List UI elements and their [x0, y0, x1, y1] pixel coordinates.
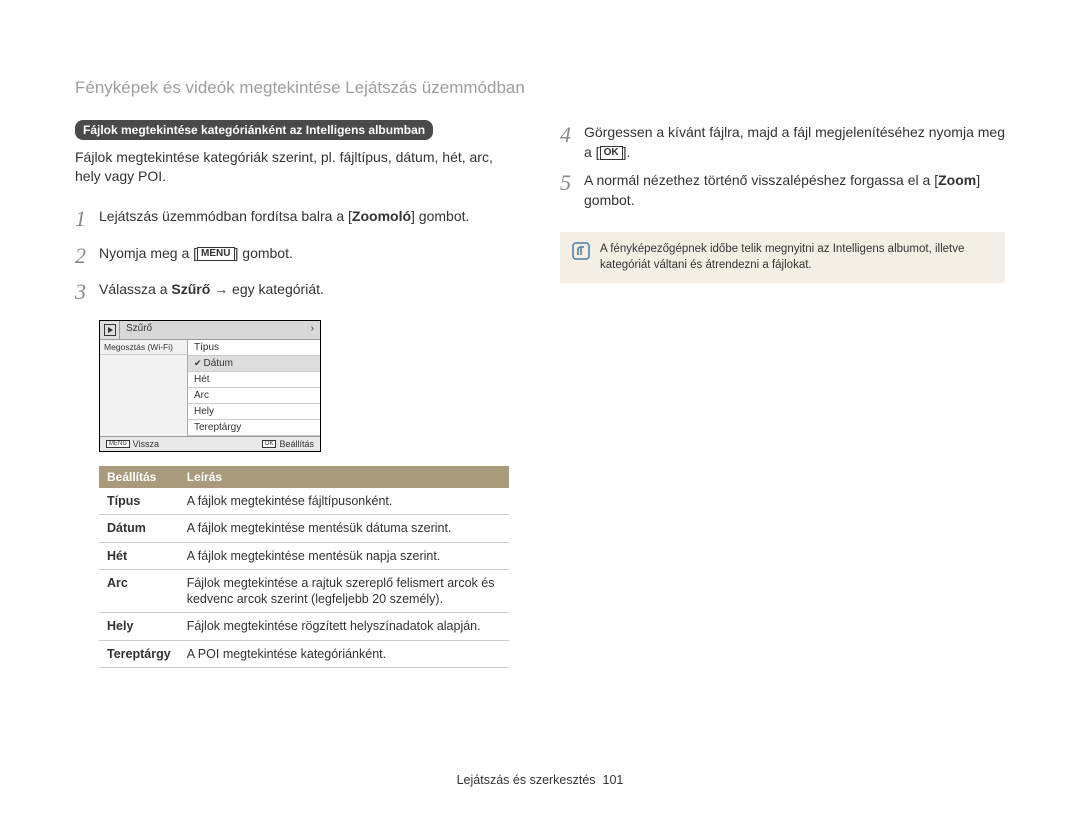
- camera-left-panel: Megosztás (Wi-Fi): [100, 340, 188, 436]
- check-icon: ✔: [194, 358, 202, 368]
- note-box: A fényképezőgépnek időbe telik megnyitni…: [560, 232, 1005, 283]
- step-2: 2 Nyomja meg a [MENU] gombot.: [75, 241, 520, 272]
- step-4: 4 Görgessen a kívánt fájlra, majd a fájl…: [560, 120, 1005, 162]
- table-cell-setting: Dátum: [99, 515, 179, 542]
- table-cell-setting: Hét: [99, 542, 179, 569]
- table-cell-desc: A fájlok megtekintése mentésük napja sze…: [179, 542, 509, 569]
- camera-menu-screenshot: Szűrő Megosztás (Wi-Fi) Típus✔DátumHétAr…: [99, 320, 321, 452]
- step-3-text: Válassza a Szűrő → egy kategóriát.: [99, 277, 324, 308]
- ok-icon: OK: [600, 146, 623, 160]
- step-number: 1: [75, 204, 99, 235]
- step-1-text: Lejátszás üzemmódban fordítsa balra a [Z…: [99, 204, 469, 235]
- step-3: 3 Válassza a Szűrő → egy kategóriát.: [75, 277, 520, 308]
- camera-filter-option: Hét: [188, 372, 320, 388]
- table-cell-desc: Fájlok megtekintése a rajtuk szereplő fe…: [179, 569, 509, 613]
- step-5-text: A normál nézethez történő visszalépéshez…: [584, 168, 1005, 210]
- table-cell-desc: Fájlok megtekintése rögzített helyszínad…: [179, 613, 509, 640]
- step-4-text: Görgessen a kívánt fájlra, majd a fájl m…: [584, 120, 1005, 162]
- camera-set-hint: OK Beállítás: [256, 439, 320, 449]
- camera-filter-option: Arc: [188, 388, 320, 404]
- menu-button-icon: MENU: [106, 440, 130, 448]
- camera-top-tab: Szűrő: [120, 321, 320, 339]
- table-row: ArcFájlok megtekintése a rajtuk szereplő…: [99, 569, 509, 613]
- camera-filter-option: ✔Dátum: [188, 356, 320, 372]
- table-row: HelyFájlok megtekintése rögzített helysz…: [99, 613, 509, 640]
- step-1: 1 Lejátszás üzemmódban fordítsa balra a …: [75, 204, 520, 235]
- table-cell-setting: Arc: [99, 569, 179, 613]
- table-header-desc: Leírás: [179, 466, 509, 488]
- table-cell-desc: A POI megtekintése kategóriánként.: [179, 640, 509, 667]
- step-5: 5 A normál nézethez történő visszalépésh…: [560, 168, 1005, 210]
- play-mode-icon: [100, 321, 120, 339]
- step-number: 3: [75, 277, 99, 308]
- note-icon: [572, 242, 590, 260]
- step-number: 4: [560, 120, 584, 162]
- ok-button-icon: OK: [262, 440, 277, 448]
- step-2-text: Nyomja meg a [MENU] gombot.: [99, 241, 293, 272]
- step-number: 5: [560, 168, 584, 210]
- note-text: A fényképezőgépnek időbe telik megnyitni…: [600, 242, 993, 273]
- camera-filter-option: Hely: [188, 404, 320, 420]
- table-row: TípusA fájlok megtekintése fájltípusonké…: [99, 488, 509, 515]
- table-row: HétA fájlok megtekintése mentésük napja …: [99, 542, 509, 569]
- table-row: DátumA fájlok megtekintése mentésük dátu…: [99, 515, 509, 542]
- intro-text: Fájlok megtekintése kategóriák szerint, …: [75, 148, 520, 186]
- table-cell-setting: Tereptárgy: [99, 640, 179, 667]
- section-badge: Fájlok megtekintése kategóriánként az In…: [75, 120, 433, 140]
- camera-right-panel: Típus✔DátumHétArcHelyTereptárgy: [188, 340, 320, 436]
- right-column: 4 Görgessen a kívánt fájlra, majd a fájl…: [560, 120, 1005, 668]
- table-cell-desc: A fájlok megtekintése mentésük dátuma sz…: [179, 515, 509, 542]
- table-cell-setting: Típus: [99, 488, 179, 515]
- page-title: Fényképek és videók megtekintése Lejátsz…: [75, 78, 1005, 98]
- options-table: Beállítás Leírás TípusA fájlok megtekint…: [99, 466, 509, 668]
- camera-back-hint: MENU Vissza: [100, 439, 165, 449]
- table-header-setting: Beállítás: [99, 466, 179, 488]
- table-row: TereptárgyA POI megtekintése kategóriánk…: [99, 640, 509, 667]
- camera-filter-option: Tereptárgy: [188, 420, 320, 436]
- table-cell-desc: A fájlok megtekintése fájltípusonként.: [179, 488, 509, 515]
- page-footer: Lejátszás és szerkesztés 101: [0, 773, 1080, 787]
- menu-icon: MENU: [197, 247, 234, 261]
- step-number: 2: [75, 241, 99, 272]
- table-cell-setting: Hely: [99, 613, 179, 640]
- camera-left-item: Megosztás (Wi-Fi): [100, 340, 187, 355]
- camera-filter-option: Típus: [188, 340, 320, 356]
- left-column: Fájlok megtekintése kategóriánként az In…: [75, 120, 520, 668]
